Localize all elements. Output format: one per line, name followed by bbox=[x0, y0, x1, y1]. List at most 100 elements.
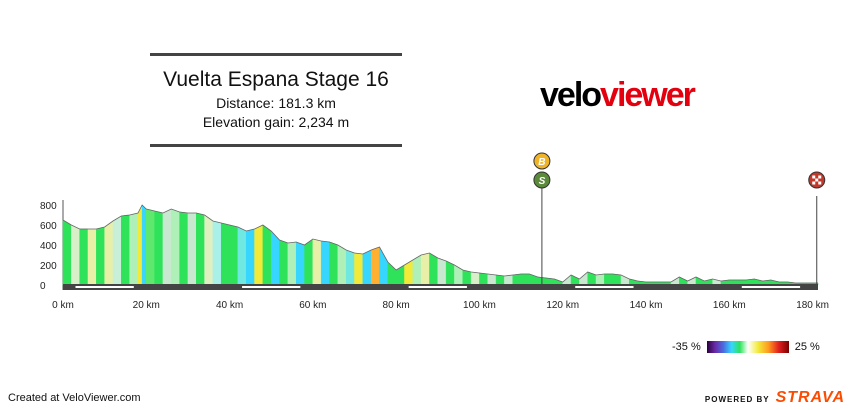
profile-segment bbox=[470, 271, 480, 286]
profile-segment bbox=[454, 264, 464, 286]
created-at-text[interactable]: Created at VeloViewer.com bbox=[8, 392, 141, 404]
profile-segment bbox=[504, 274, 514, 286]
profile-segment bbox=[687, 276, 697, 286]
veloviewer-logo[interactable]: veloviewer bbox=[540, 76, 696, 115]
marker-icon-letter: B bbox=[538, 157, 545, 168]
profile-segment bbox=[304, 238, 314, 286]
legend-max-label: 25 % bbox=[794, 341, 820, 353]
profile-segment bbox=[287, 241, 297, 286]
profile-segment bbox=[362, 249, 372, 286]
profile-segment bbox=[162, 208, 172, 286]
checker-square bbox=[818, 175, 822, 179]
profile-segment bbox=[337, 244, 347, 286]
logo-part-viewer: viewer bbox=[600, 76, 696, 114]
bonus-sprint-icon bbox=[533, 152, 551, 170]
profile-segment bbox=[279, 239, 289, 286]
marker-icon-letter: S bbox=[539, 176, 546, 187]
profile-segment bbox=[579, 271, 588, 286]
x-tick-label: 20 km bbox=[133, 300, 160, 311]
y-tick-label: 800 bbox=[40, 201, 57, 212]
profile-segment bbox=[229, 224, 239, 286]
y-tick-label: 400 bbox=[40, 241, 57, 252]
strava-badge[interactable]: POWERED BY STRAVA bbox=[705, 389, 845, 407]
x-tick-label: 140 km bbox=[630, 300, 663, 311]
y-tick-label: 200 bbox=[40, 261, 57, 272]
gradient-scale-bar bbox=[706, 341, 789, 353]
stage-title-box: Vuelta Espana Stage 16 Distance: 181.3 k… bbox=[150, 53, 402, 147]
profile-segment bbox=[96, 226, 105, 286]
profile-segment bbox=[295, 241, 305, 286]
profile-segment bbox=[604, 273, 613, 286]
profile-segment bbox=[479, 272, 489, 286]
checker-square bbox=[812, 181, 816, 185]
profile-segment bbox=[171, 208, 180, 286]
powered-by-label: POWERED BY bbox=[704, 395, 770, 404]
profile-segment bbox=[196, 212, 205, 286]
distance-band-stripe bbox=[408, 286, 467, 288]
distance-band-stripe bbox=[75, 286, 134, 288]
profile-segment bbox=[570, 274, 580, 286]
x-tick-label: 180 km bbox=[796, 300, 829, 311]
checker-square bbox=[812, 175, 816, 179]
profile-segment bbox=[520, 273, 530, 286]
checker-square bbox=[815, 178, 819, 182]
distance-band-stripe bbox=[575, 286, 634, 288]
profile-segment bbox=[146, 208, 155, 286]
profile-segment bbox=[345, 249, 355, 286]
profile-segment bbox=[395, 264, 405, 286]
checker-square bbox=[818, 181, 822, 185]
profile-segment bbox=[462, 269, 472, 286]
y-tick-label: 600 bbox=[40, 221, 57, 232]
profile-segment bbox=[71, 224, 80, 286]
profile-segment bbox=[354, 252, 364, 286]
profile-segment bbox=[620, 274, 630, 286]
profile-segment bbox=[487, 273, 497, 286]
profile-segment bbox=[437, 257, 447, 286]
distance-band-stripe bbox=[741, 286, 801, 288]
x-tick-label: 120 km bbox=[546, 300, 579, 311]
sprint-icon bbox=[533, 171, 551, 189]
x-tick-label: 0 km bbox=[52, 300, 74, 311]
profile-segment bbox=[237, 226, 247, 286]
x-tick-label: 160 km bbox=[713, 300, 746, 311]
profile-segment bbox=[154, 210, 164, 286]
elevation-profile-chart: 800 600 400 200 0 0 km 20 km 40 km 60 km 80 km 100… bbox=[40, 152, 829, 311]
profile-segment bbox=[220, 222, 230, 286]
profile-segment bbox=[429, 252, 439, 286]
x-tick-label: 60 km bbox=[299, 300, 326, 311]
profile-segment bbox=[137, 204, 143, 286]
profile-segment bbox=[141, 204, 147, 286]
profile-segment bbox=[420, 252, 430, 286]
profile-segment bbox=[187, 212, 197, 286]
gradient-legend: -35 % 25 % bbox=[672, 341, 820, 353]
profile-segment bbox=[612, 273, 622, 286]
profile-segment bbox=[404, 259, 414, 286]
profile-segment bbox=[212, 220, 222, 286]
profile-segment bbox=[179, 211, 189, 286]
profile-segment bbox=[587, 271, 597, 286]
profile-segment bbox=[87, 228, 97, 286]
profile-segment bbox=[695, 276, 705, 286]
profile-segment bbox=[112, 215, 122, 286]
profile-segment bbox=[79, 228, 89, 286]
x-tick-label: 80 km bbox=[383, 300, 410, 311]
profile-segment bbox=[62, 219, 72, 286]
profile-segment bbox=[512, 273, 522, 286]
x-tick-label: 40 km bbox=[216, 300, 243, 311]
profile-segment bbox=[104, 220, 114, 286]
x-tick-label: 100 km bbox=[463, 300, 496, 311]
distance-band-stripe bbox=[242, 286, 301, 288]
profile-segment bbox=[320, 240, 330, 286]
profile-segment bbox=[495, 274, 505, 286]
legend-min-label: -35 % bbox=[672, 341, 701, 353]
stage-distance: Distance: 181.3 km bbox=[216, 95, 336, 111]
profile-segment bbox=[121, 214, 130, 286]
profile-segment bbox=[595, 273, 605, 286]
profile-segment bbox=[245, 228, 255, 286]
profile-segment bbox=[204, 214, 214, 286]
strava-logo: STRAVA bbox=[775, 389, 845, 406]
profile-segment bbox=[329, 241, 339, 286]
stage-elevation-gain: Elevation gain: 2,234 m bbox=[202, 114, 350, 130]
logo-part-velo: velo bbox=[540, 76, 602, 114]
profile-segment bbox=[254, 224, 264, 286]
